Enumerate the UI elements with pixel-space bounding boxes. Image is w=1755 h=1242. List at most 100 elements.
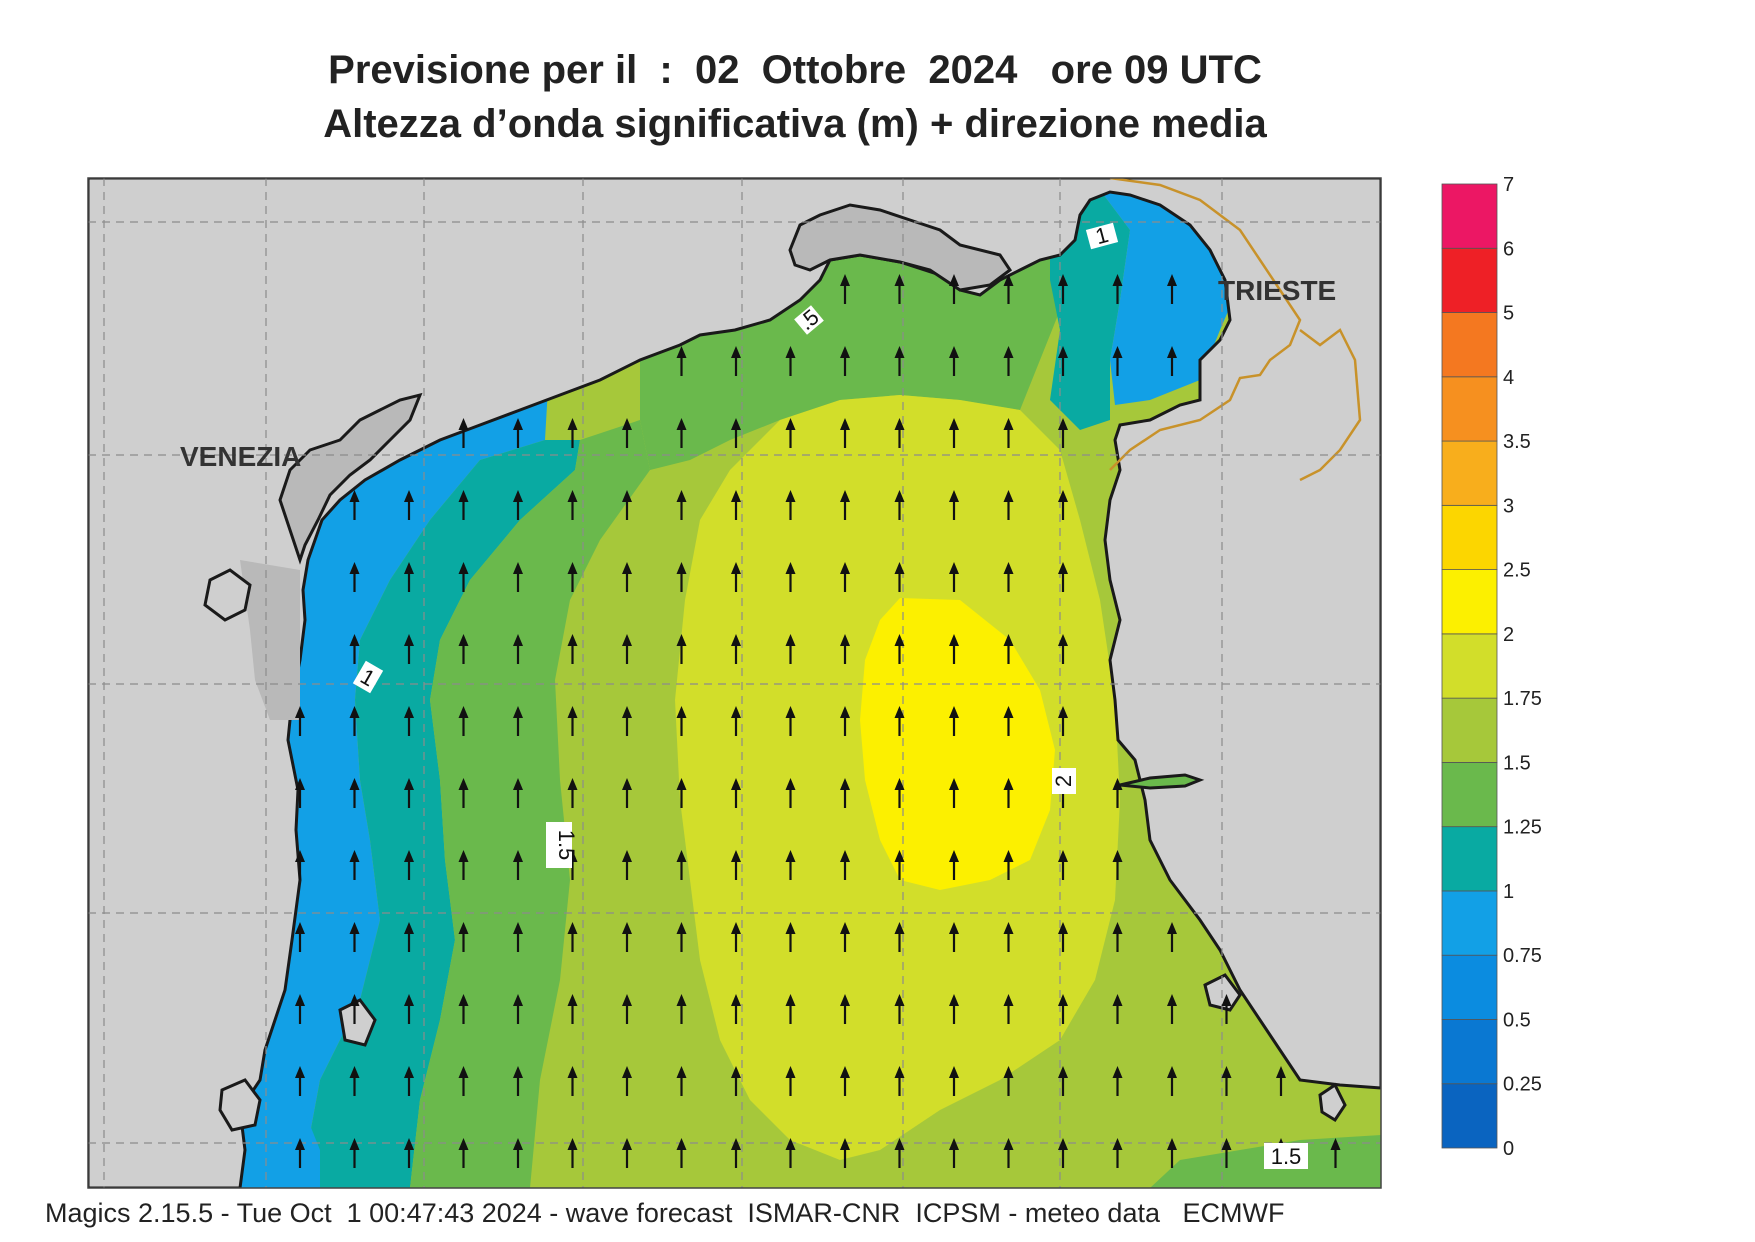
wave-direction-arrowhead xyxy=(785,850,796,862)
lagoon-venezia-south xyxy=(240,560,300,720)
wave-direction-arrowhead xyxy=(676,850,687,862)
wave-direction-arrowhead xyxy=(458,562,469,574)
border-line xyxy=(1109,178,1362,482)
wave-direction-arrowhead xyxy=(1003,490,1014,502)
map-area: 1 1 1.5 2 1.5 .5 xyxy=(88,178,1381,1188)
wave-direction-arrowhead xyxy=(785,418,796,430)
wave-direction-arrowhead xyxy=(458,634,469,646)
wave-direction-arrowhead xyxy=(295,1066,305,1078)
wave-direction-arrowhead xyxy=(349,994,360,1006)
legend-tick-label: 4 xyxy=(1503,367,1514,389)
wave-direction-arrowhead xyxy=(1221,994,1232,1006)
wave-direction-arrowhead xyxy=(1058,1066,1068,1078)
legend-tick-label: 2.5 xyxy=(1503,560,1531,582)
wave-direction-arrowhead xyxy=(676,346,687,358)
island-1 xyxy=(203,568,252,622)
wave-direction-arrowhead xyxy=(731,778,741,790)
wave-direction-arrowhead xyxy=(840,922,850,934)
wave-direction-arrowhead xyxy=(1003,346,1014,358)
wave-direction-arrowhead xyxy=(894,346,905,358)
wave-direction-arrowhead xyxy=(567,1066,578,1078)
wave-direction-arrowhead xyxy=(1058,922,1068,934)
wave-direction-arrowhead xyxy=(731,634,741,646)
wave-direction-arrowhead xyxy=(513,490,523,502)
legend-swatch xyxy=(1441,183,1498,249)
wave-direction-arrowhead xyxy=(731,850,741,862)
legend-tick-label: 3 xyxy=(1503,495,1514,517)
wave-direction-arrowhead xyxy=(1058,634,1068,646)
wave-direction-arrowhead xyxy=(1167,274,1177,286)
wave-direction-arrowhead xyxy=(1058,418,1068,430)
wave-direction-arrowhead xyxy=(840,706,850,718)
wave-direction-arrowhead xyxy=(513,634,523,646)
wave-direction-arrowhead xyxy=(676,994,687,1006)
wave-direction-arrowhead xyxy=(567,1138,578,1150)
wave-direction-arrowhead xyxy=(295,994,305,1006)
wave-direction-arrowhead xyxy=(404,850,414,862)
island-5 xyxy=(218,1078,262,1132)
wave-direction-arrowhead xyxy=(894,706,905,718)
legend-tick-label: 6 xyxy=(1503,238,1514,260)
legend-swatch xyxy=(1441,826,1498,892)
wave-direction-arrowhead xyxy=(785,1138,796,1150)
wave-direction-arrowhead xyxy=(840,850,850,862)
wave-direction-arrowhead xyxy=(458,490,469,502)
wave-direction-arrowhead xyxy=(840,1066,850,1078)
legend-tick-label: 1.75 xyxy=(1503,688,1542,710)
wave-direction-arrowhead xyxy=(1003,418,1014,430)
legend-swatch xyxy=(1441,440,1498,506)
wave-direction-arrowhead xyxy=(1112,1066,1123,1078)
wave-direction-arrowhead xyxy=(513,706,523,718)
wave-direction-arrowhead xyxy=(1112,850,1123,862)
island-4 xyxy=(1318,1082,1347,1123)
wave-direction-arrowhead xyxy=(1112,994,1123,1006)
wave-direction-arrowhead xyxy=(1112,346,1123,358)
wave-direction-arrowhead xyxy=(622,706,632,718)
wave-direction-arrowhead xyxy=(622,490,632,502)
wave-direction-arrowhead xyxy=(404,634,414,646)
wave-direction-arrowhead xyxy=(349,562,360,574)
wave-direction-arrowhead xyxy=(295,1138,305,1150)
legend-tick-label: 0.75 xyxy=(1503,945,1542,967)
contour-label-1b: 1 xyxy=(352,660,384,694)
arrow-field xyxy=(295,274,1341,1168)
wave-direction-arrowhead xyxy=(1058,490,1068,502)
wave-direction-arrowhead xyxy=(894,634,905,646)
wave-direction-arrowhead xyxy=(622,994,632,1006)
wave-direction-arrowhead xyxy=(949,1066,959,1078)
wave-direction-arrowhead xyxy=(1112,922,1123,934)
lagoon-marano xyxy=(788,203,1013,292)
wave-direction-arrowhead xyxy=(949,850,959,862)
wave-direction-arrowhead xyxy=(785,346,796,358)
wave-direction-arrowhead xyxy=(1112,778,1123,790)
wave-direction-arrowhead xyxy=(349,706,360,718)
legend-swatch xyxy=(1441,504,1498,571)
contour-label-1.5-west: 1.5 xyxy=(546,822,579,868)
legend-boxes xyxy=(1441,183,1498,1149)
legend-swatch xyxy=(1441,312,1498,378)
wave-direction-arrowhead xyxy=(1276,1066,1286,1078)
wave-direction-arrowhead xyxy=(1112,274,1123,286)
wave-direction-arrowhead xyxy=(404,706,414,718)
wave-direction-arrowhead xyxy=(404,994,414,1006)
wave-direction-arrowhead xyxy=(295,922,305,934)
wave-direction-arrowhead xyxy=(404,1138,414,1150)
legend-tick-label: 5 xyxy=(1503,303,1514,325)
wave-direction-arrowhead xyxy=(349,778,360,790)
svg-text:1.5: 1.5 xyxy=(1271,1144,1302,1169)
place-venezia: VENEZIA xyxy=(180,441,301,472)
wave-direction-arrowhead xyxy=(513,850,523,862)
legend-swatch xyxy=(1441,1019,1498,1085)
wave-direction-arrowhead xyxy=(731,418,741,430)
title-date: Previsione per il : 02 Ottobre 2024 ore … xyxy=(328,48,1262,92)
wave-direction-arrowhead xyxy=(840,562,850,574)
footer-credits: Magics 2.15.5 - Tue Oct 1 00:47:43 2024 … xyxy=(45,1198,1285,1228)
wave-direction-arrowhead xyxy=(894,778,905,790)
legend-tick-label: 0.5 xyxy=(1503,1009,1531,1031)
sea-band-1-west xyxy=(300,440,580,1188)
wave-direction-arrowhead xyxy=(840,490,850,502)
wave-direction-arrowhead xyxy=(731,994,741,1006)
wave-direction-arrowhead xyxy=(1058,994,1068,1006)
